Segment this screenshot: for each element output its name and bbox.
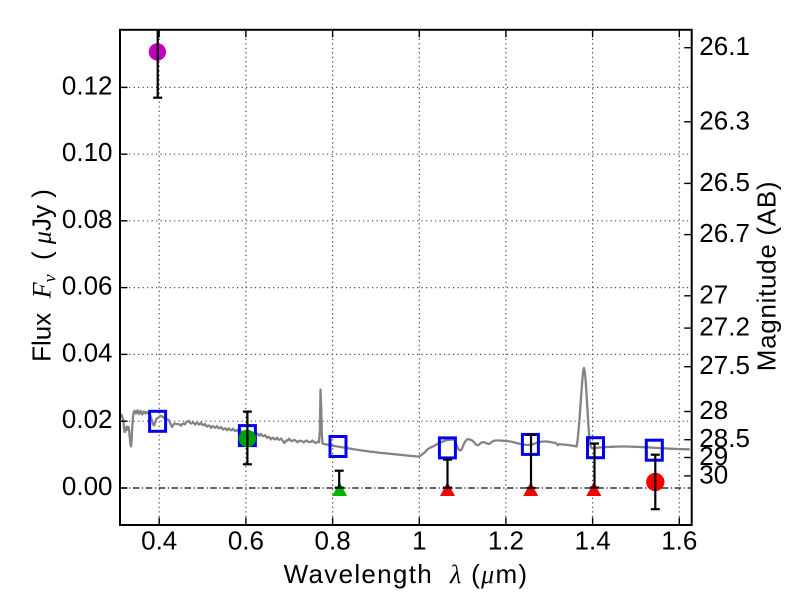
svg-text:27: 27 <box>699 279 728 309</box>
svg-text:0.4: 0.4 <box>141 526 177 556</box>
svg-text:0.6: 0.6 <box>228 526 264 556</box>
svg-text:0.10: 0.10 <box>62 137 113 167</box>
svg-text:0.12: 0.12 <box>62 70 113 100</box>
svg-text:Magnitude (AB): Magnitude (AB) <box>752 181 782 371</box>
svg-text:Wavelength λ (μm): Wavelength λ (μm) <box>284 559 529 589</box>
svg-text:1: 1 <box>412 526 426 556</box>
svg-text:1.6: 1.6 <box>661 526 697 556</box>
svg-text:1.4: 1.4 <box>575 526 611 556</box>
svg-text:26.3: 26.3 <box>699 105 750 135</box>
svg-text:0.04: 0.04 <box>62 337 113 367</box>
svg-text:0.06: 0.06 <box>62 271 113 301</box>
svg-text:0.00: 0.00 <box>62 471 113 501</box>
svg-text:0.08: 0.08 <box>62 204 113 234</box>
svg-text:28.5: 28.5 <box>699 423 750 453</box>
svg-text:29: 29 <box>699 441 728 471</box>
svg-text:26.5: 26.5 <box>699 167 750 197</box>
svg-text:28: 28 <box>699 395 728 425</box>
svg-text:27.2: 27.2 <box>699 312 750 342</box>
svg-text:26.7: 26.7 <box>699 218 750 248</box>
svg-text:0.8: 0.8 <box>315 526 351 556</box>
svg-text:0.02: 0.02 <box>62 404 113 434</box>
svg-text:27.5: 27.5 <box>699 350 750 380</box>
svg-text:1.2: 1.2 <box>488 526 524 556</box>
svg-text:30: 30 <box>699 459 728 489</box>
svg-text:26.1: 26.1 <box>699 31 750 61</box>
